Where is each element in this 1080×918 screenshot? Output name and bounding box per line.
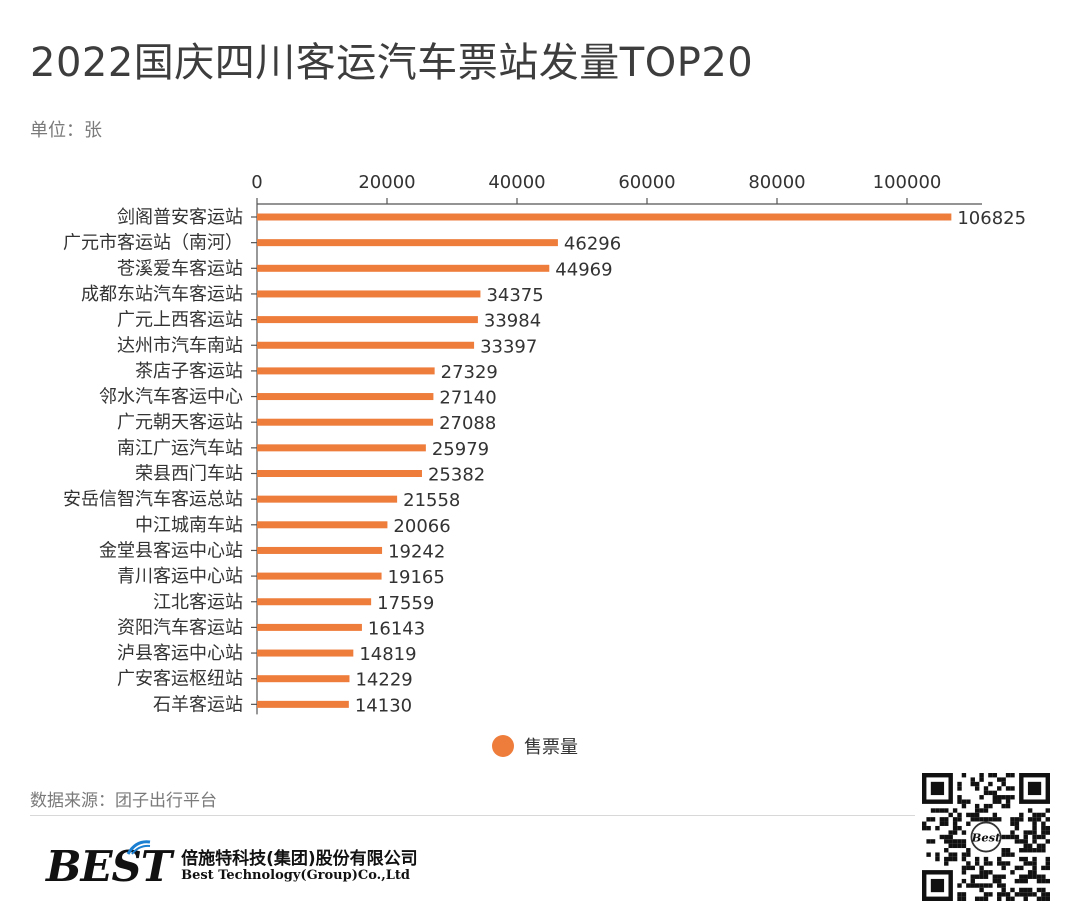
data-label: 20066 [393, 516, 450, 537]
category-label: 荣县西门车站 [135, 464, 243, 485]
category-label: 达州市汽车南站 [117, 335, 243, 356]
x-tick-label: 40000 [488, 172, 545, 193]
bar [257, 470, 422, 477]
company-name-cn: 倍施特科技(集团)股份有限公司 [181, 848, 418, 869]
category-label: 南江广运汽车站 [117, 438, 243, 459]
data-label: 27088 [439, 413, 496, 434]
bar [257, 444, 426, 452]
data-source: 数据来源：团子出行平台 [30, 791, 217, 811]
company-name: 倍施特科技(集团)股份有限公司 Best Technology(Group)Co… [181, 848, 418, 884]
footer-divider [30, 815, 915, 816]
data-label: 16143 [368, 618, 425, 639]
bar-chart: 0 20000 40000 60000 80000 100000 剑阁普安客运站 106825… [63, 172, 1026, 716]
category-label: 金堂县客运中心站 [99, 540, 243, 561]
bar [257, 598, 372, 606]
qr-code-icon: Best [922, 773, 1050, 901]
logo-swoosh-icon [126, 840, 151, 855]
logo-wordmark: BEST [46, 842, 172, 891]
category-label: 江北客运站 [153, 592, 243, 613]
bar [257, 700, 349, 708]
bar [257, 418, 434, 426]
category-label: 广安客运枢纽站 [117, 669, 243, 690]
x-tick-label: 20000 [358, 172, 415, 193]
data-label: 14130 [355, 695, 412, 716]
category-label: 茶店子客运站 [135, 361, 243, 382]
category-label: 广元朝天客运站 [117, 412, 243, 433]
data-label: 17559 [377, 593, 434, 614]
data-label: 46296 [564, 234, 621, 255]
category-label: 邻水汽车客运中心 [99, 387, 243, 408]
data-label: 106825 [957, 208, 1026, 229]
company-logo: BEST 倍施特科技(集团)股份有限公司 Best Technology(Gro… [46, 840, 418, 888]
category-label: 剑阁普安客运站 [117, 207, 243, 228]
bar [257, 675, 350, 683]
x-tick-label: 100000 [873, 172, 942, 193]
data-label: 25979 [432, 439, 489, 460]
data-label: 33984 [484, 311, 541, 332]
data-label: 14819 [359, 644, 416, 665]
data-label: 27140 [439, 388, 496, 409]
data-label: 25382 [428, 465, 485, 486]
category-label: 安岳信智汽车客运总站 [63, 489, 243, 510]
data-label: 34375 [486, 285, 543, 306]
bar [257, 521, 388, 529]
bar [257, 649, 354, 657]
category-label: 广元市客运站（南河） [63, 233, 243, 254]
bar [257, 213, 952, 221]
bar [257, 264, 550, 272]
bar [257, 572, 382, 580]
category-label: 中江城南车站 [135, 515, 243, 536]
category-label: 泸县客运中心站 [117, 643, 243, 664]
x-tick-label: 60000 [618, 172, 675, 193]
data-label: 27329 [441, 362, 498, 383]
category-label: 成都东站汽车客运站 [81, 284, 243, 305]
data-label: 44969 [555, 259, 612, 280]
bar [257, 239, 558, 247]
bar [257, 495, 398, 503]
company-name-en: Best Technology(Group)Co.,Ltd [181, 868, 410, 884]
category-label: 资阳汽车客运站 [117, 617, 243, 638]
data-label: 19242 [388, 541, 445, 562]
legend-label: 售票量 [524, 737, 578, 758]
bar [257, 290, 481, 298]
bar [257, 367, 435, 375]
bar [257, 341, 475, 349]
bar [257, 623, 362, 631]
bar [257, 316, 478, 324]
category-label: 广元上西客运站 [117, 310, 243, 331]
data-label: 14229 [355, 670, 412, 691]
qr-center-logo: Best [971, 830, 1001, 844]
unit-label: 单位：张 [30, 120, 102, 141]
x-tick-label: 80000 [748, 172, 805, 193]
bar [257, 546, 383, 554]
best-logo-mark: BEST [46, 840, 172, 888]
data-label: 21558 [403, 490, 460, 511]
category-label: 苍溪爱车客运站 [117, 258, 243, 279]
chart-title: 2022国庆四川客运汽车票站发量TOP20 [30, 40, 754, 86]
x-tick-label: 0 [251, 172, 262, 193]
legend: 售票量 [492, 733, 578, 759]
data-label: 33397 [480, 336, 537, 357]
category-label: 石羊客运站 [153, 694, 243, 715]
data-label: 19165 [388, 567, 445, 588]
legend-swatch [492, 735, 514, 757]
category-label: 青川客运中心站 [117, 566, 243, 587]
bar [257, 393, 434, 401]
